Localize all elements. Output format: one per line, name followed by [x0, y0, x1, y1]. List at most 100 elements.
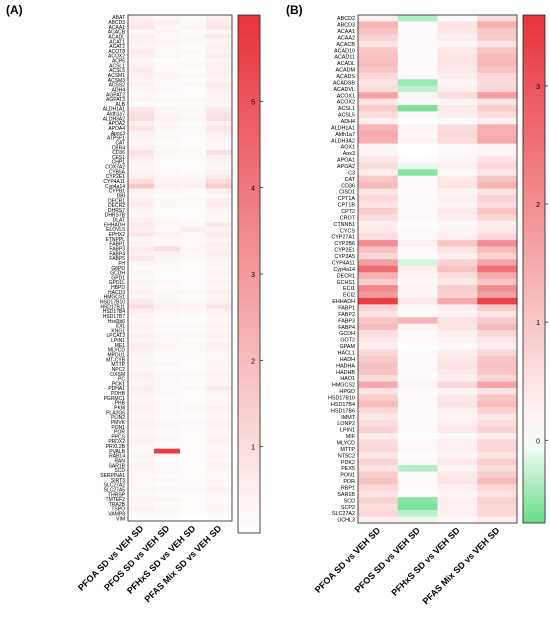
heatmap-cell: [358, 182, 399, 189]
heatmap-cell: [206, 414, 233, 421]
heatmap-cell: [180, 458, 207, 464]
heatmap-cell: [358, 111, 399, 119]
heatmap-cell: [477, 150, 518, 157]
heatmap-cell: [154, 313, 181, 319]
heatmap-cell: [358, 413, 399, 421]
heatmap-cell: [358, 510, 399, 517]
heatmap-cell: [180, 366, 207, 372]
heatmap-cell: [154, 405, 181, 411]
heatmap-cell: [206, 328, 233, 334]
row-label: MLYCD: [108, 348, 126, 354]
heatmap-cell: [358, 201, 399, 209]
heatmap-cell: [180, 246, 207, 252]
heatmap-cell: [154, 255, 181, 262]
heatmap-cell: [154, 289, 181, 295]
colorbar-tick-label: 3: [536, 84, 540, 91]
row-label: MIF: [346, 434, 356, 440]
row-labels: ABCD2ABCD3ACAA1ACAA2ACACBACAD10ACAD11ACA…: [328, 16, 356, 524]
heatmap-cell: [154, 357, 181, 363]
heatmap-cell: [128, 453, 155, 459]
heatmap-cell: [397, 471, 438, 479]
row-label: PGRMC1: [104, 396, 126, 402]
heatmap-cell: [128, 174, 155, 180]
heatmap-cell: [397, 79, 438, 87]
row-label: CROT: [340, 215, 356, 221]
row-label: PLA2G6: [106, 410, 125, 416]
heatmap-cell: [437, 175, 478, 183]
heatmap-cell: [154, 275, 181, 281]
row-label: ALDH1A1: [103, 107, 125, 113]
heatmap-cell: [477, 516, 518, 524]
heatmap-cell: [128, 443, 155, 450]
heatmap-cell: [154, 19, 181, 25]
heatmap-cell: [206, 395, 233, 401]
heatmap-cell: [154, 121, 181, 127]
heatmap-cell: [358, 387, 399, 395]
row-label: FABP1: [109, 242, 125, 248]
row-label: ACAA2: [337, 35, 355, 41]
row-label: RAB14: [109, 454, 125, 460]
heatmap-cell: [437, 272, 478, 279]
heatmap-cell: [358, 66, 399, 74]
heatmap-cell: [206, 347, 233, 353]
heatmap-cell: [397, 297, 438, 305]
row-label: EHHADH: [104, 222, 126, 228]
heatmap-cell: [128, 130, 155, 136]
heatmap-cell: [180, 265, 207, 271]
heatmap-cell: [180, 34, 207, 40]
row-label: CD36: [341, 183, 355, 189]
row-label: SERPINA1: [100, 473, 125, 479]
heatmap-cell: [437, 40, 478, 48]
row-label: PHB: [115, 401, 126, 407]
row-label: THRSP: [108, 492, 126, 498]
row-label: FH: [118, 261, 125, 267]
row-label: PRDX2: [108, 439, 125, 445]
heatmap-cell: [477, 484, 518, 492]
heatmap-cell: [154, 414, 181, 421]
heatmap-cell: [180, 96, 207, 103]
row-label: CAT: [345, 177, 356, 183]
heatmap-cell: [397, 240, 438, 247]
heatmap-cell: [397, 188, 438, 196]
heatmap-cell: [206, 390, 233, 397]
heatmap-cell: [206, 284, 233, 290]
heatmap-cell: [397, 15, 438, 22]
heatmap-cell: [154, 140, 181, 146]
heatmap-cell: [397, 342, 438, 350]
heatmap-cell: [180, 313, 207, 319]
heatmap-cell: [180, 361, 207, 368]
heatmap-cell: [154, 164, 181, 170]
heatmap-cell: [154, 487, 181, 493]
heatmap-cell: [154, 434, 181, 440]
heatmap-cell: [358, 130, 399, 138]
heatmap-cell: [437, 432, 478, 440]
heatmap-cell: [180, 323, 207, 329]
heatmap-cell: [477, 47, 518, 54]
heatmap-cell: [154, 439, 181, 445]
heatmap-cell: [437, 252, 478, 260]
heatmap-cell: [180, 405, 207, 411]
heatmap-cell: [128, 246, 155, 252]
row-label: POR: [343, 479, 355, 485]
row-label: CTNNB1: [333, 222, 355, 228]
heatmap-cell: [206, 183, 233, 189]
heatmap-cell: [477, 162, 518, 170]
row-label: PDHA1: [108, 386, 125, 392]
heatmap-cell: [128, 337, 155, 343]
row-label: SCD: [344, 498, 355, 504]
column-label: PFHxS SD vs VEH SD: [389, 525, 462, 598]
heatmap-cell: [206, 241, 233, 247]
row-label: HADHA: [336, 363, 355, 369]
heatmap-cell: [128, 212, 155, 218]
heatmap-cell: [477, 452, 518, 459]
row-label: ACADS: [336, 74, 355, 80]
heatmap-cell: [397, 259, 438, 267]
row-label: FABP5: [109, 256, 125, 262]
heatmap-cell: [397, 98, 438, 106]
heatmap-cell: [206, 448, 233, 454]
heatmap-cell: [180, 111, 207, 117]
heatmap-cell: [397, 503, 438, 511]
heatmap-cell: [154, 111, 181, 117]
heatmap-cell: [154, 193, 181, 199]
heatmap-cell: [128, 227, 155, 233]
